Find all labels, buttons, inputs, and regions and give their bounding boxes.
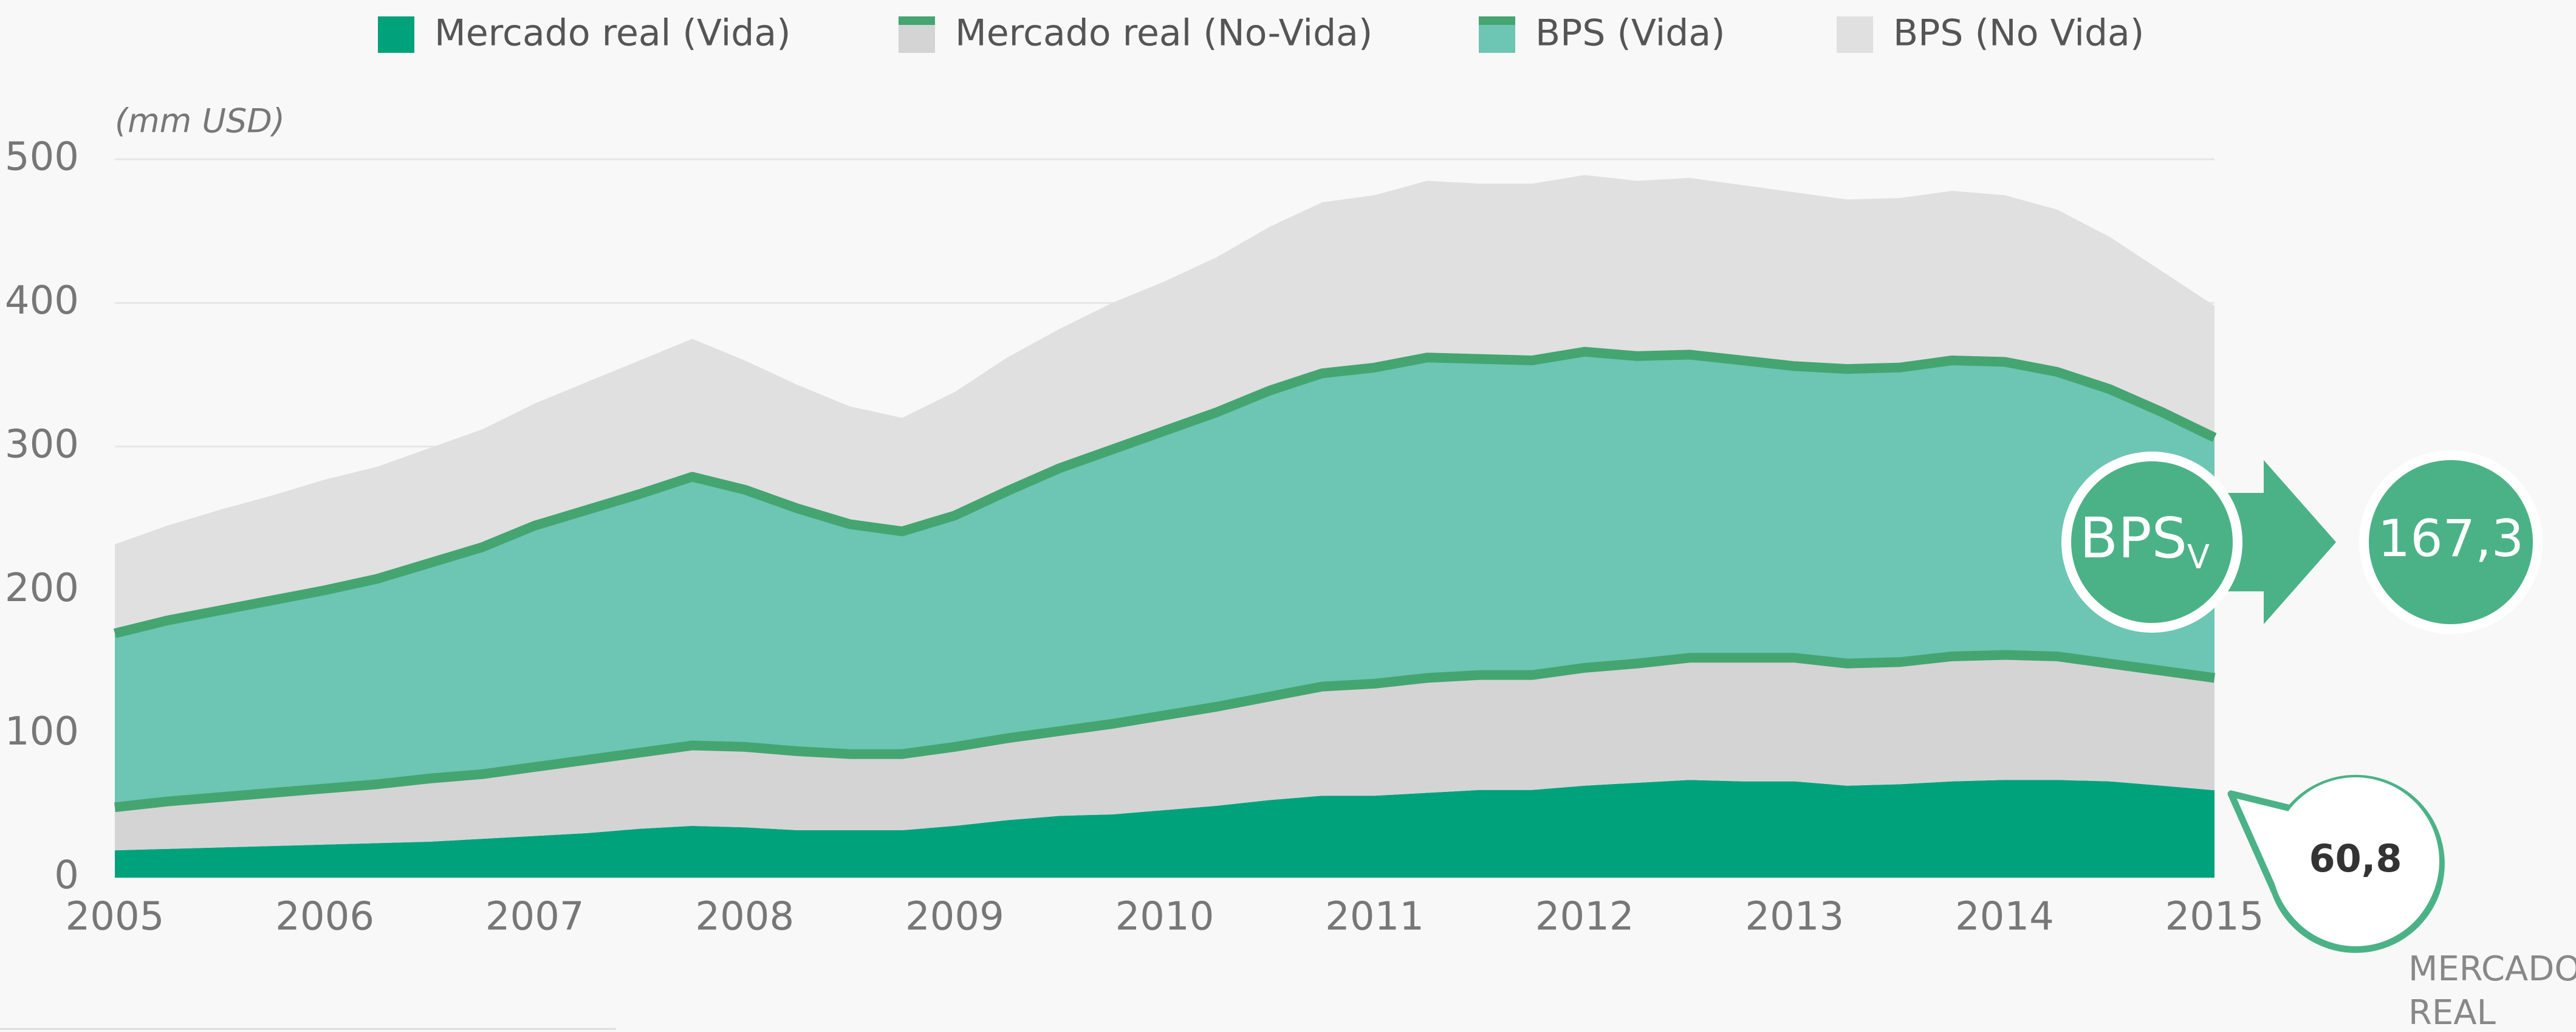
y-tick-label: 300: [5, 422, 79, 467]
axes: 0 100 200 300 400 500 2005 2006 2007 2008 2009 2010…: [5, 135, 2264, 940]
x-tick-label: 2011: [1325, 895, 1424, 940]
bps-text: BPS: [2080, 506, 2187, 571]
series-line: [114, 650, 2216, 813]
area: [115, 780, 2215, 878]
y-axis-label: (mm USD): [115, 102, 285, 140]
area: [115, 655, 2215, 851]
legend-label: Mercado real (Vida): [434, 12, 791, 55]
lines: [114, 346, 2217, 813]
legend-swatch: [378, 16, 414, 53]
area: [115, 175, 2215, 634]
bps-label: BPSV: [2080, 506, 2210, 576]
x-tick-label: 2009: [905, 895, 1004, 940]
y-tick-label: 0: [54, 853, 79, 898]
x-tick-label: 2013: [1745, 895, 1844, 940]
market-caption: MERCADO: [2408, 949, 2576, 989]
x-tick-label: 2015: [2165, 895, 2264, 940]
market-caption: REAL: [2408, 993, 2496, 1032]
bps-subscript: V: [2187, 538, 2210, 576]
legend-swatch-line: [1479, 16, 1515, 25]
bps-value-label: 167,3: [2378, 509, 2524, 568]
x-tick-label: 2014: [1955, 895, 2054, 940]
legend-label: BPS (No Vida): [1893, 12, 2144, 55]
legend: Mercado real (Vida) Mercado real (No-Vida…: [378, 12, 2144, 55]
x-tick-label: 2008: [695, 895, 794, 940]
areas: [115, 175, 2215, 878]
legend-swatch-line: [899, 16, 935, 25]
market-value-label: 60,8: [2309, 836, 2402, 881]
legend-swatch: [1837, 16, 1873, 53]
x-tick-label: 2007: [485, 895, 584, 940]
y-tick-label: 500: [5, 135, 79, 180]
callout-fill: [2272, 777, 2439, 945]
legend-label: Mercado real (No-Vida): [955, 12, 1372, 55]
value-circle: [2359, 450, 2543, 634]
x-tick-label: 2012: [1535, 895, 1634, 940]
y-tick-label: 400: [5, 278, 79, 323]
x-tick-label: 2010: [1115, 895, 1214, 940]
x-tick-label: 2006: [275, 895, 374, 940]
y-tick-label: 100: [5, 709, 79, 754]
area: [115, 351, 2215, 808]
y-tick-label: 200: [5, 566, 79, 611]
x-tick-label: 2005: [66, 895, 165, 940]
series-line: [114, 346, 2217, 638]
legend-label: BPS (Vida): [1535, 12, 1725, 55]
arrow: [2202, 460, 2336, 624]
bps-circle: [2061, 452, 2242, 633]
